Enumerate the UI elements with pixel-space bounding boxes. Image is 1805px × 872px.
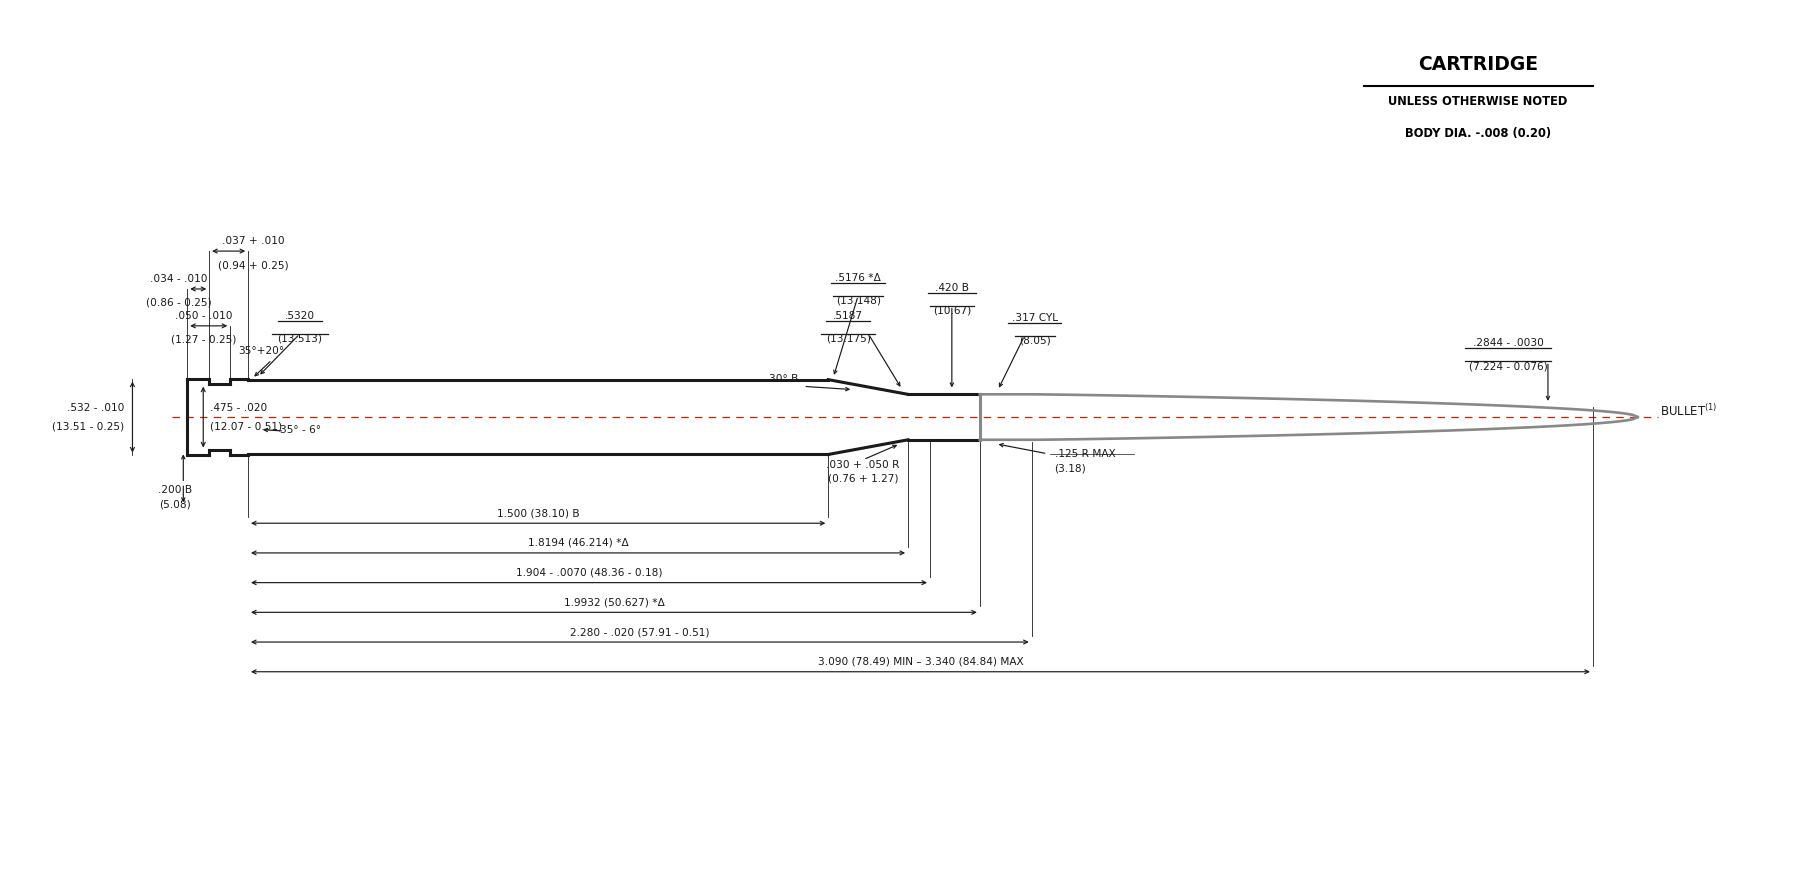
Text: .475 - .020: .475 - .020 — [209, 403, 267, 413]
Text: (0.86 - 0.25): (0.86 - 0.25) — [146, 298, 211, 308]
Text: .5176 *Δ: .5176 *Δ — [836, 273, 881, 283]
Text: (3.18): (3.18) — [1054, 464, 1087, 473]
Text: 30° B: 30° B — [769, 374, 798, 385]
Text: 3.090 (78.49) MIN – 3.340 (84.84) MAX: 3.090 (78.49) MIN – 3.340 (84.84) MAX — [818, 657, 1023, 667]
Text: (13.175): (13.175) — [825, 333, 870, 344]
Text: (5.08): (5.08) — [159, 500, 191, 509]
Text: 1.904 - .0070 (48.36 - 0.18): 1.904 - .0070 (48.36 - 0.18) — [516, 568, 662, 577]
Text: 35° - 6°: 35° - 6° — [280, 425, 321, 435]
Text: (1.27 - 0.25): (1.27 - 0.25) — [171, 335, 236, 344]
Text: .2844 - .0030: .2844 - .0030 — [1473, 338, 1543, 349]
Text: (12.07 - 0.51): (12.07 - 0.51) — [209, 421, 282, 431]
Text: .532 - .010: .532 - .010 — [67, 403, 125, 413]
Text: (13.148): (13.148) — [836, 296, 881, 306]
Text: (7.224 - 0.076): (7.224 - 0.076) — [1469, 361, 1547, 371]
Text: 1.9932 (50.627) *Δ: 1.9932 (50.627) *Δ — [563, 597, 664, 608]
Text: 2.280 - .020 (57.91 - 0.51): 2.280 - .020 (57.91 - 0.51) — [570, 627, 709, 637]
Text: BULLET$^{(1)}$: BULLET$^{(1)}$ — [1659, 403, 1717, 419]
Text: .034 - .010: .034 - .010 — [150, 274, 208, 284]
Text: (13.51 - 0.25): (13.51 - 0.25) — [52, 421, 125, 431]
Text: 1.500 (38.10) B: 1.500 (38.10) B — [496, 508, 579, 518]
Text: .125 R MAX: .125 R MAX — [1054, 449, 1115, 459]
Text: .5187: .5187 — [834, 310, 863, 321]
Text: .420 B: .420 B — [935, 283, 969, 293]
Text: 1.8194 (46.214) *Δ: 1.8194 (46.214) *Δ — [527, 538, 628, 548]
Text: .200 B: .200 B — [159, 486, 193, 495]
Text: (0.76 + 1.27): (0.76 + 1.27) — [828, 473, 899, 484]
Text: (13.513): (13.513) — [278, 334, 323, 344]
Text: .5320: .5320 — [285, 310, 316, 321]
Text: (8.05): (8.05) — [1018, 336, 1051, 345]
Text: .317 CYL: .317 CYL — [1011, 312, 1058, 323]
Text: .037 + .010: .037 + .010 — [222, 236, 285, 246]
Text: BODY DIA. -.008 (0.20): BODY DIA. -.008 (0.20) — [1404, 127, 1550, 140]
Text: .030 + .050 R: .030 + .050 R — [827, 460, 901, 470]
Text: 35°+20°: 35°+20° — [238, 345, 283, 356]
Text: (0.94 + 0.25): (0.94 + 0.25) — [218, 260, 289, 270]
Text: CARTRIDGE: CARTRIDGE — [1419, 55, 1538, 74]
Text: .050 - .010: .050 - .010 — [175, 310, 233, 321]
Text: UNLESS OTHERWISE NOTED: UNLESS OTHERWISE NOTED — [1388, 95, 1569, 108]
Text: (10.67): (10.67) — [933, 305, 971, 316]
